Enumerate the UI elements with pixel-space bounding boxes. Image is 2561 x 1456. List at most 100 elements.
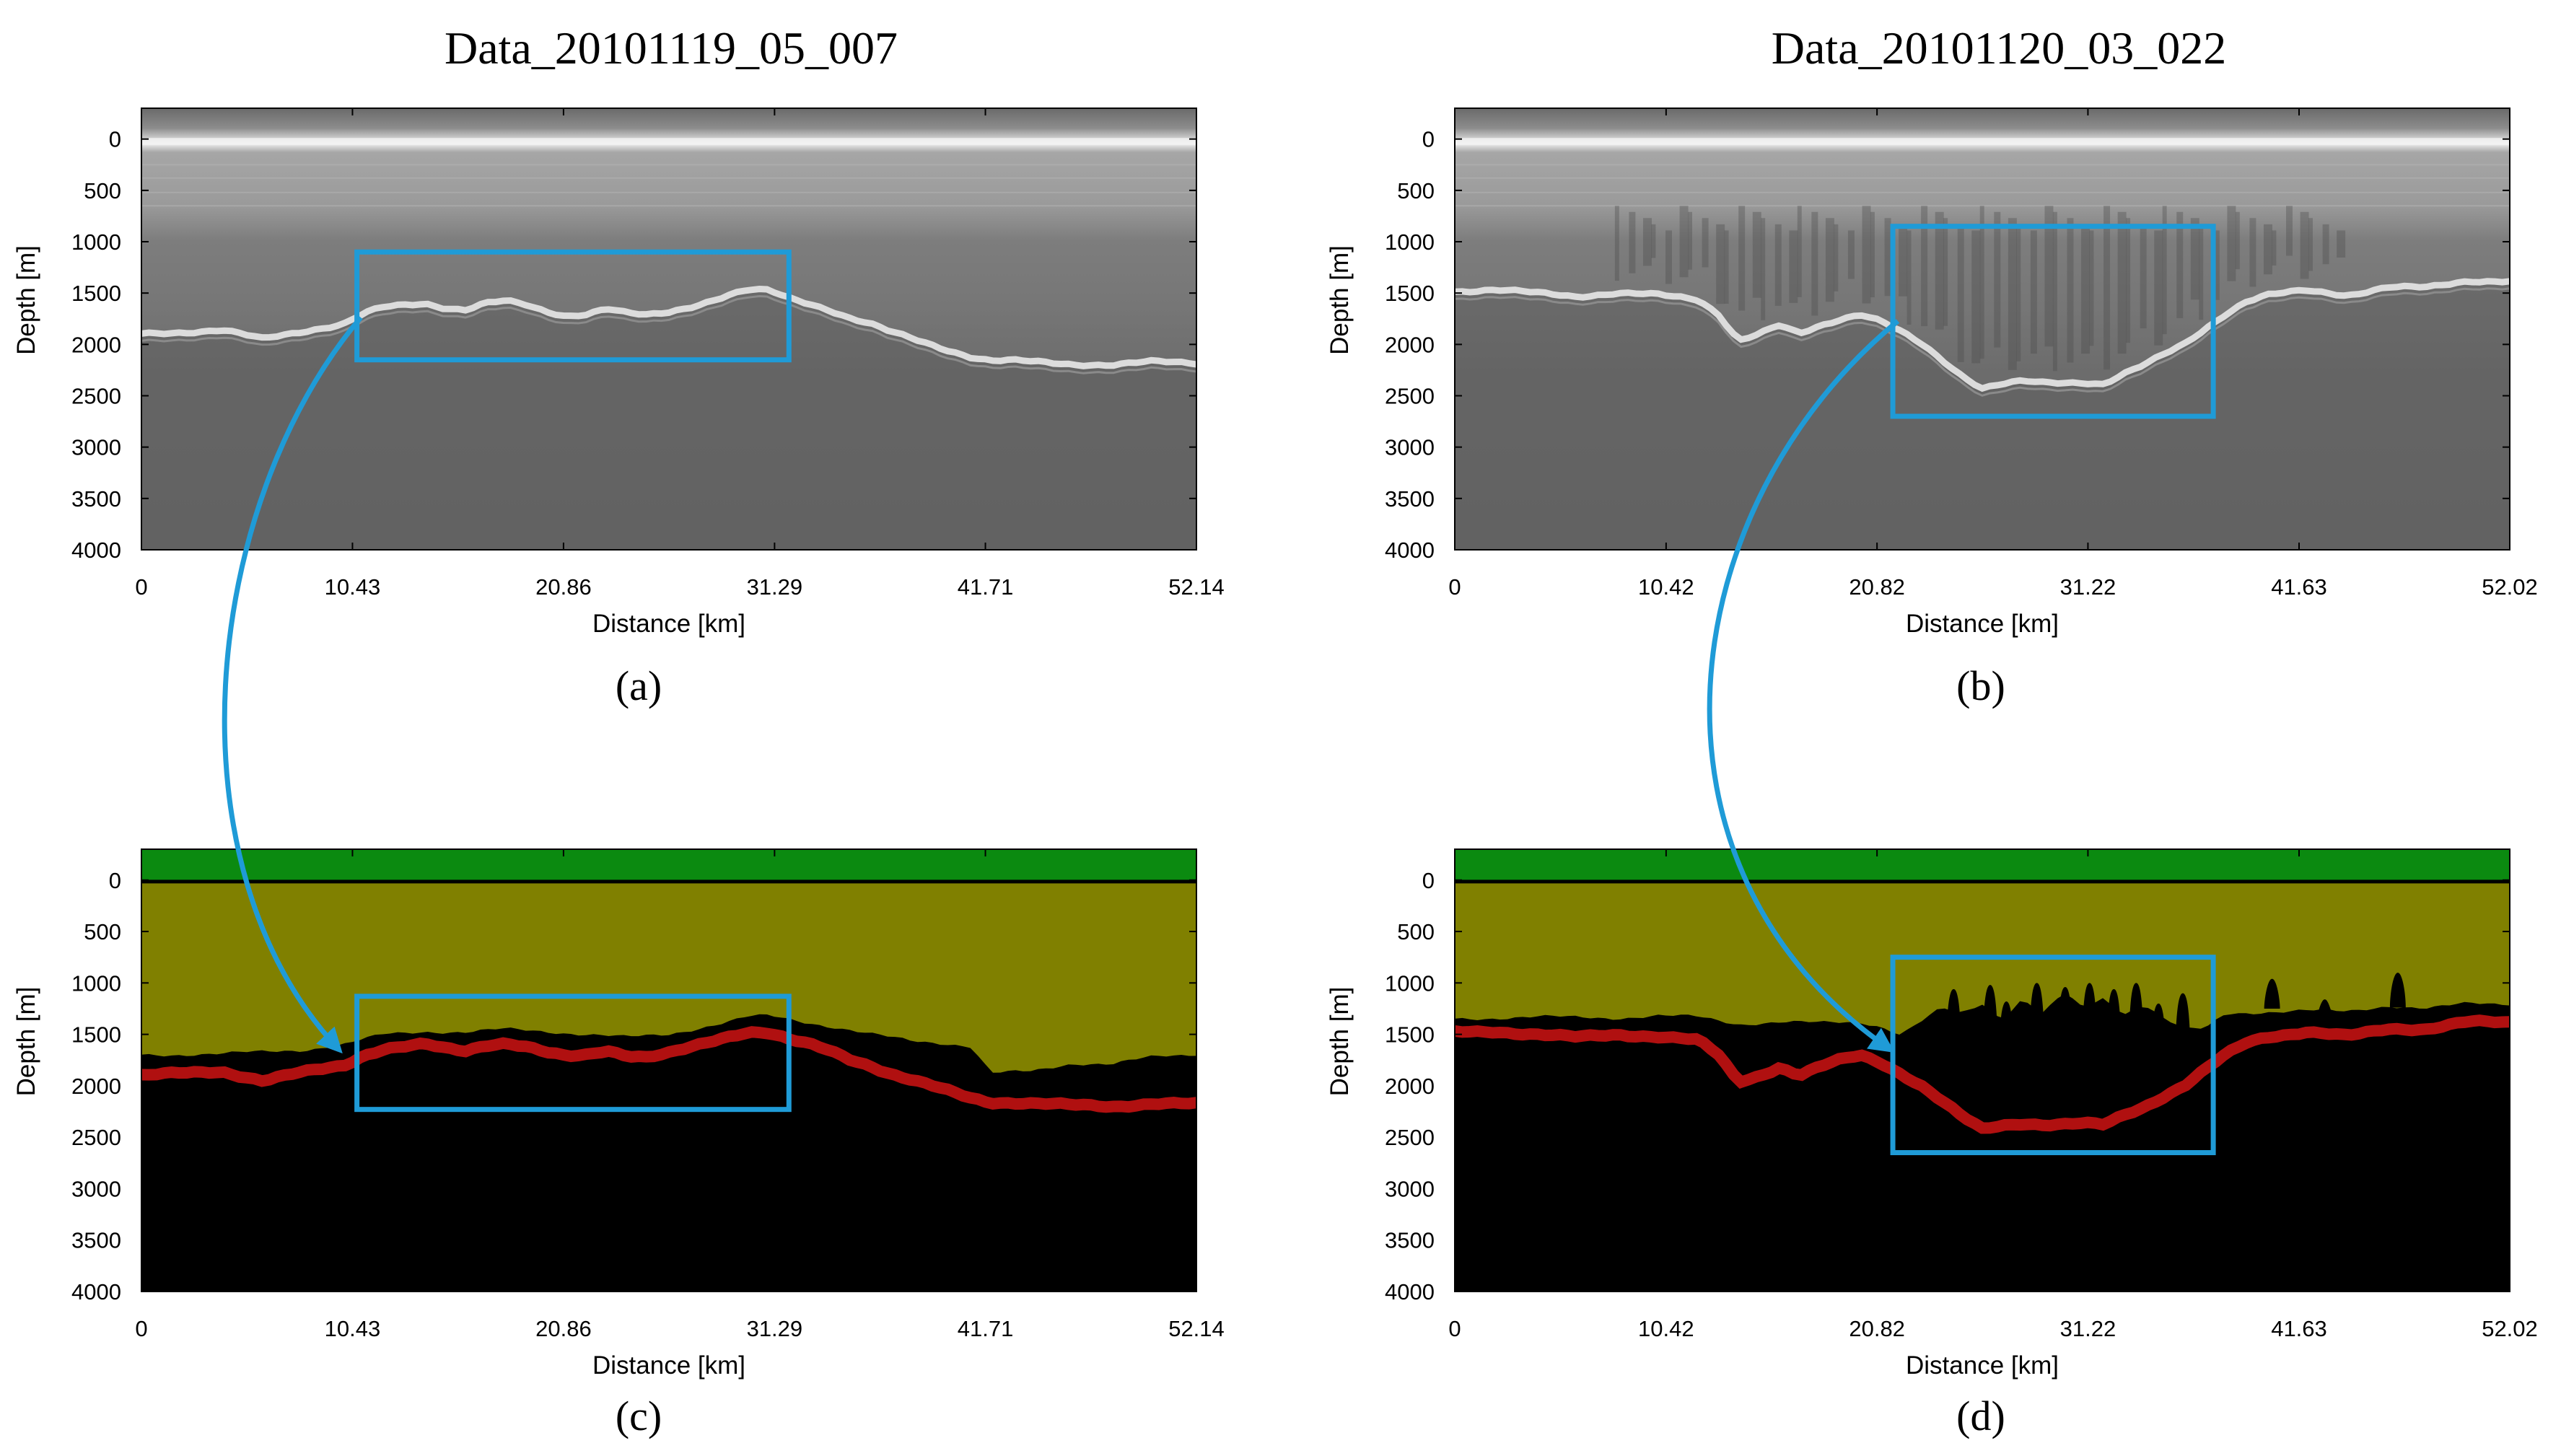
x-tick-label: 41.63: [2271, 1316, 2327, 1341]
bedrock-region: [141, 289, 1196, 550]
x-tick-label: 20.86: [535, 574, 592, 600]
panel-b: 0 500 1000 1500 2000 2500 3000 3500 4000 0 10.42 20…: [1326, 108, 2538, 638]
bed-reflection: [141, 285, 1196, 369]
plot-area: [1455, 108, 2510, 550]
y-tick-label: 1000: [1385, 229, 1435, 255]
y-tick-label: 2000: [71, 1074, 121, 1099]
y-tick-label: 2000: [1385, 1074, 1435, 1099]
x-tick-label: 0: [1448, 1316, 1461, 1341]
bed-reflection-shadow: [141, 294, 1196, 374]
ice-bottom-spike: [2264, 978, 2280, 1009]
ice-bottom-spike: [1982, 985, 1998, 1084]
x-tick-label: 31.22: [2060, 574, 2116, 600]
highlight-box: [354, 249, 792, 363]
x-tick-label: 0: [135, 574, 147, 600]
y-tick-label: 2500: [1385, 384, 1435, 409]
panel-c: 0 500 1000 1500 2000 2500 3000 3500 4000 0 10.43 20…: [12, 848, 1225, 1380]
title-right: Data_20101120_03_022: [1772, 22, 2226, 74]
x-tick-label: 10.43: [325, 574, 381, 600]
bed-layer-line: [141, 1026, 1196, 1113]
ice-bottom-spike: [2128, 983, 2145, 1095]
ice-layer: [141, 882, 1196, 1073]
highlight-arrow-right: [1707, 319, 1900, 1053]
caption-d: (d): [1956, 1393, 2005, 1439]
y-tick-label: 3000: [71, 1176, 121, 1201]
ice-bottom-spike: [2316, 999, 2333, 1015]
y-tick-label: 3500: [71, 1228, 121, 1253]
x-axis-label: Distance [km]: [1906, 610, 2059, 638]
y-tick-label: 3500: [1385, 486, 1435, 512]
y-tick-label: 4000: [1385, 538, 1435, 563]
y-tick-label: 500: [1397, 178, 1435, 203]
x-tick-label: 31.29: [747, 574, 803, 600]
plot-area: [141, 849, 1196, 1291]
plot-frame: [1454, 108, 2510, 551]
y-tick-label: 2500: [1385, 1125, 1435, 1150]
x-tick-label: 41.71: [958, 1316, 1014, 1341]
panel-d: 0 500 1000 1500 2000 2500 3000 3500 4000 0 10.42 20…: [1326, 848, 2538, 1380]
x-tick-label: 31.29: [747, 1316, 803, 1341]
y-axis-label: Depth [m]: [1326, 245, 1354, 355]
y-tick-label: 2500: [71, 1125, 121, 1150]
y-axis-label: Depth [m]: [1326, 987, 1354, 1097]
surface-reflection: [141, 138, 1196, 146]
x-tick-label: 20.86: [535, 1316, 592, 1341]
y-tick-label: 500: [84, 178, 121, 203]
x-tick-label: 10.42: [1638, 1316, 1694, 1341]
y-tick-label: 4000: [71, 1279, 121, 1304]
air-layer: [1455, 849, 2510, 882]
y-tick-label: 1000: [71, 229, 121, 255]
y-tick-label: 0: [109, 868, 121, 893]
plot-frame: [141, 848, 1197, 1292]
y-tick-label: 3000: [1385, 1176, 1435, 1201]
plot-frame: [141, 108, 1197, 551]
y-tick-label: 1500: [1385, 281, 1435, 306]
y-axis-label: Depth [m]: [12, 987, 40, 1097]
x-tick-label: 52.14: [1168, 1316, 1225, 1341]
x-tick-label: 41.71: [958, 574, 1014, 600]
ice-bottom-spike: [2057, 987, 2073, 1078]
y-tick-label: 1500: [71, 1022, 121, 1048]
highlight-box: [1890, 224, 2216, 419]
caption-c: (c): [616, 1393, 662, 1439]
ice-bottom-spike: [2174, 993, 2191, 1084]
y-tick-label: 0: [1422, 127, 1435, 152]
x-tick-label: 52.14: [1168, 574, 1225, 600]
panel-a: 0 500 1000 1500 2000 2500 3000 3500 4000 0 10.43 20…: [12, 108, 1225, 638]
y-tick-label: 3500: [1385, 1228, 1435, 1253]
y-tick-label: 3000: [71, 435, 121, 460]
x-tick-label: 31.22: [2060, 1316, 2116, 1341]
y-tick-label: 1000: [1385, 970, 1435, 996]
ice-bottom-spike: [2081, 983, 2098, 1086]
caption-a: (a): [616, 662, 662, 709]
x-tick-label: 10.42: [1638, 574, 1694, 600]
bed-reflection-shadow: [1455, 287, 2510, 397]
ice-bottom-spike: [2389, 973, 2406, 1008]
x-tick-label: 41.63: [2271, 574, 2327, 600]
ice-bottom-spike: [1945, 988, 1962, 1084]
bed-layer-line: [1455, 1014, 2510, 1134]
plot-area: [1455, 849, 2510, 1291]
y-tick-label: 4000: [71, 538, 121, 563]
x-axis-label: Distance [km]: [592, 1351, 745, 1380]
plot-area: [141, 108, 1196, 550]
y-tick-label: 4000: [1385, 1279, 1435, 1304]
x-tick-label: 20.82: [1849, 1316, 1905, 1341]
x-tick-label: 52.02: [2482, 574, 2538, 600]
air-layer: [141, 849, 1196, 882]
title-left: Data_20101119_05_007: [445, 22, 898, 74]
bed-reflection: [1455, 278, 2510, 392]
ice-bottom-spike: [1998, 1001, 2015, 1088]
y-tick-label: 1500: [1385, 1022, 1435, 1048]
x-tick-label: 0: [1448, 574, 1461, 600]
y-tick-label: 0: [109, 127, 121, 152]
ice-bottom-spike: [2150, 1003, 2167, 1092]
x-tick-label: 20.82: [1849, 574, 1905, 600]
caption-b: (b): [1956, 662, 2005, 709]
y-tick-label: 2000: [1385, 332, 1435, 357]
x-tick-label: 52.02: [2482, 1316, 2538, 1341]
y-tick-label: 2500: [71, 384, 121, 409]
ice-bottom-spike: [2106, 988, 2122, 1098]
y-tick-label: 1000: [71, 970, 121, 996]
